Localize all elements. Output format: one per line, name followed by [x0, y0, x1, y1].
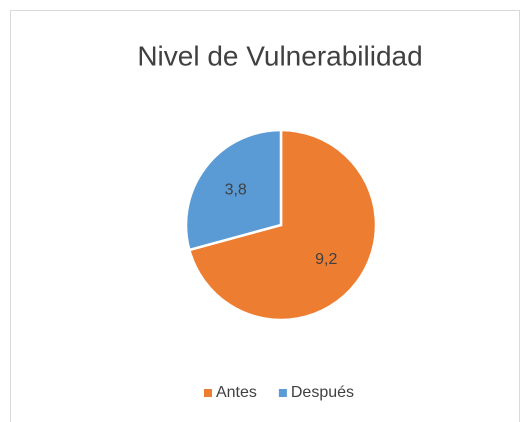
legend-label: Después [291, 384, 354, 401]
data-label: 3,8 [225, 182, 247, 199]
legend-swatch [203, 389, 212, 397]
legend-swatch [278, 389, 287, 397]
pie-slice [187, 128, 378, 322]
pie-slice [184, 128, 283, 252]
legend-label: Antes [216, 384, 257, 401]
data-label: 9,2 [315, 251, 337, 268]
chart-title: Nivel de Vulnerabilidad [137, 40, 422, 71]
